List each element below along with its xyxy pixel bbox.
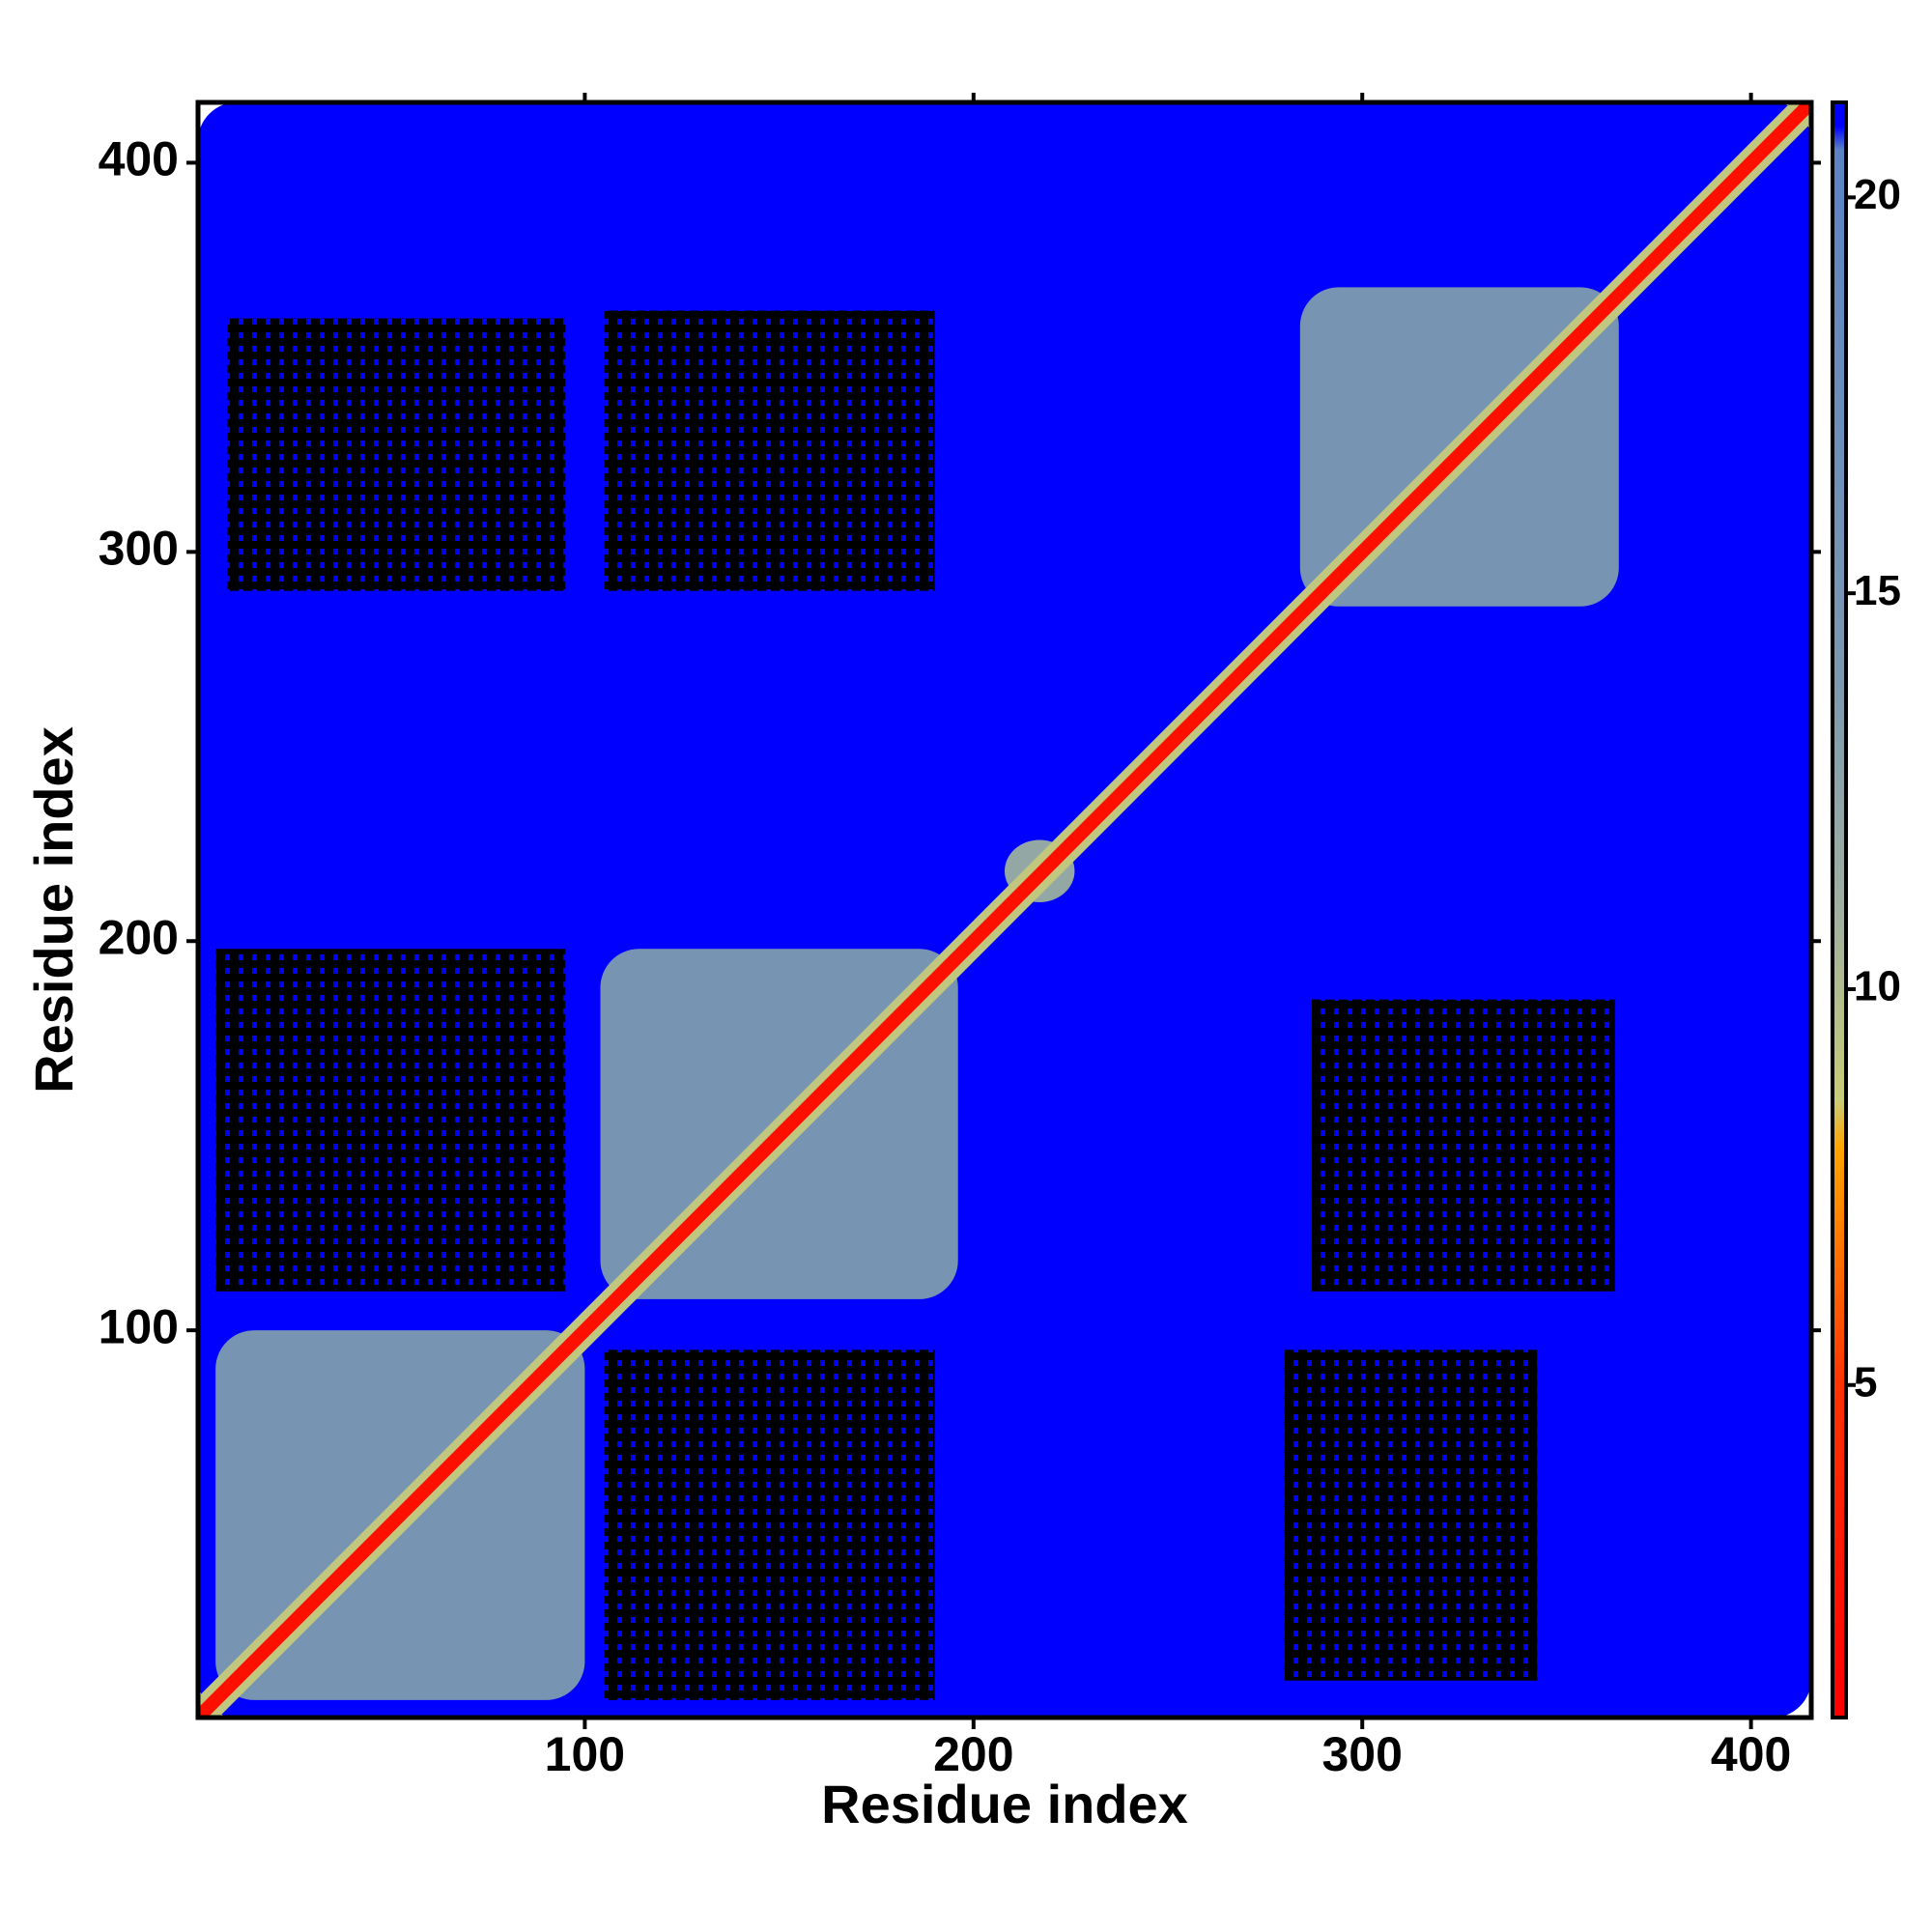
colorbar-tick-label: 5 <box>1854 1358 1877 1406</box>
x-tick-label: 400 <box>1711 1727 1791 1781</box>
diagonal <box>198 102 1811 1718</box>
x-tick-label: 100 <box>545 1727 625 1781</box>
y-tick-label: 200 <box>99 910 179 964</box>
y-axis-label: Residue index <box>23 726 84 1094</box>
colorbar-tick-label: 15 <box>1854 567 1901 614</box>
plot-frame <box>195 99 1814 1720</box>
sparse-contact-region <box>1311 999 1615 1292</box>
y-tick-label: 300 <box>99 522 179 576</box>
colorbar <box>1831 100 1848 1719</box>
sparse-contact-region <box>604 1350 935 1700</box>
x-axis-label: Residue index <box>821 1774 1188 1834</box>
sparse-contact-region <box>1284 1350 1538 1681</box>
x-tick-label: 300 <box>1321 1727 1402 1781</box>
colorbar-tick-label: 20 <box>1854 171 1901 218</box>
sparse-contact-region <box>604 310 935 591</box>
y-tick-label: 100 <box>99 1299 179 1353</box>
colorbar-tick-label: 10 <box>1854 963 1901 1010</box>
sparse-contact-region <box>215 949 566 1292</box>
y-tick-label: 400 <box>99 132 179 186</box>
sparse-contact-region <box>227 318 566 591</box>
plot-area <box>198 102 1811 1718</box>
x-tick-label: 200 <box>933 1727 1013 1781</box>
